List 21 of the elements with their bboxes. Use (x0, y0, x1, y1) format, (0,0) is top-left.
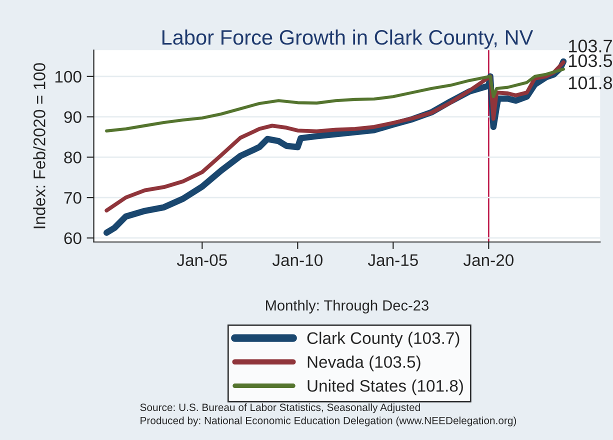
legend-label: Nevada (103.5) (308, 356, 420, 372)
x-axis-title: Monthly: Through Dec-23 (266, 300, 428, 314)
x-tick-label: Jan-05 (176, 254, 227, 266)
x-tick-label: Jan-10 (272, 254, 322, 266)
source-note: Source: U.S. Bureau of Labor Statistics, Seasonally Adjusted (140, 403, 420, 414)
legend-label: United States (101.8) (308, 380, 463, 396)
y-axis-title: Index: Feb/2020 = 100 (33, 63, 46, 228)
y-tick-label: 100 (55, 70, 82, 83)
annotation: 101.8 (569, 76, 612, 90)
x-tick-label: Jan-15 (368, 254, 418, 266)
line-series (105, 68, 565, 132)
text: Produced by: National Economic Education Delegation (www.NEEDelegation.org) (140, 416, 516, 426)
chart-title: Labor Force Growth in Clark County, NV (162, 30, 534, 49)
legend-label: Clark County (103.7) (307, 332, 460, 348)
y-tick-label: 70 (64, 192, 82, 204)
y-tick-label: 90 (64, 111, 82, 123)
y-tick-label: 80 (64, 152, 82, 164)
x-tick-label: Jan-20 (463, 254, 514, 266)
y-tick-label: 60 (64, 232, 82, 244)
annotation: 103.5 (569, 54, 612, 68)
annotation: 103.7 (569, 40, 612, 52)
